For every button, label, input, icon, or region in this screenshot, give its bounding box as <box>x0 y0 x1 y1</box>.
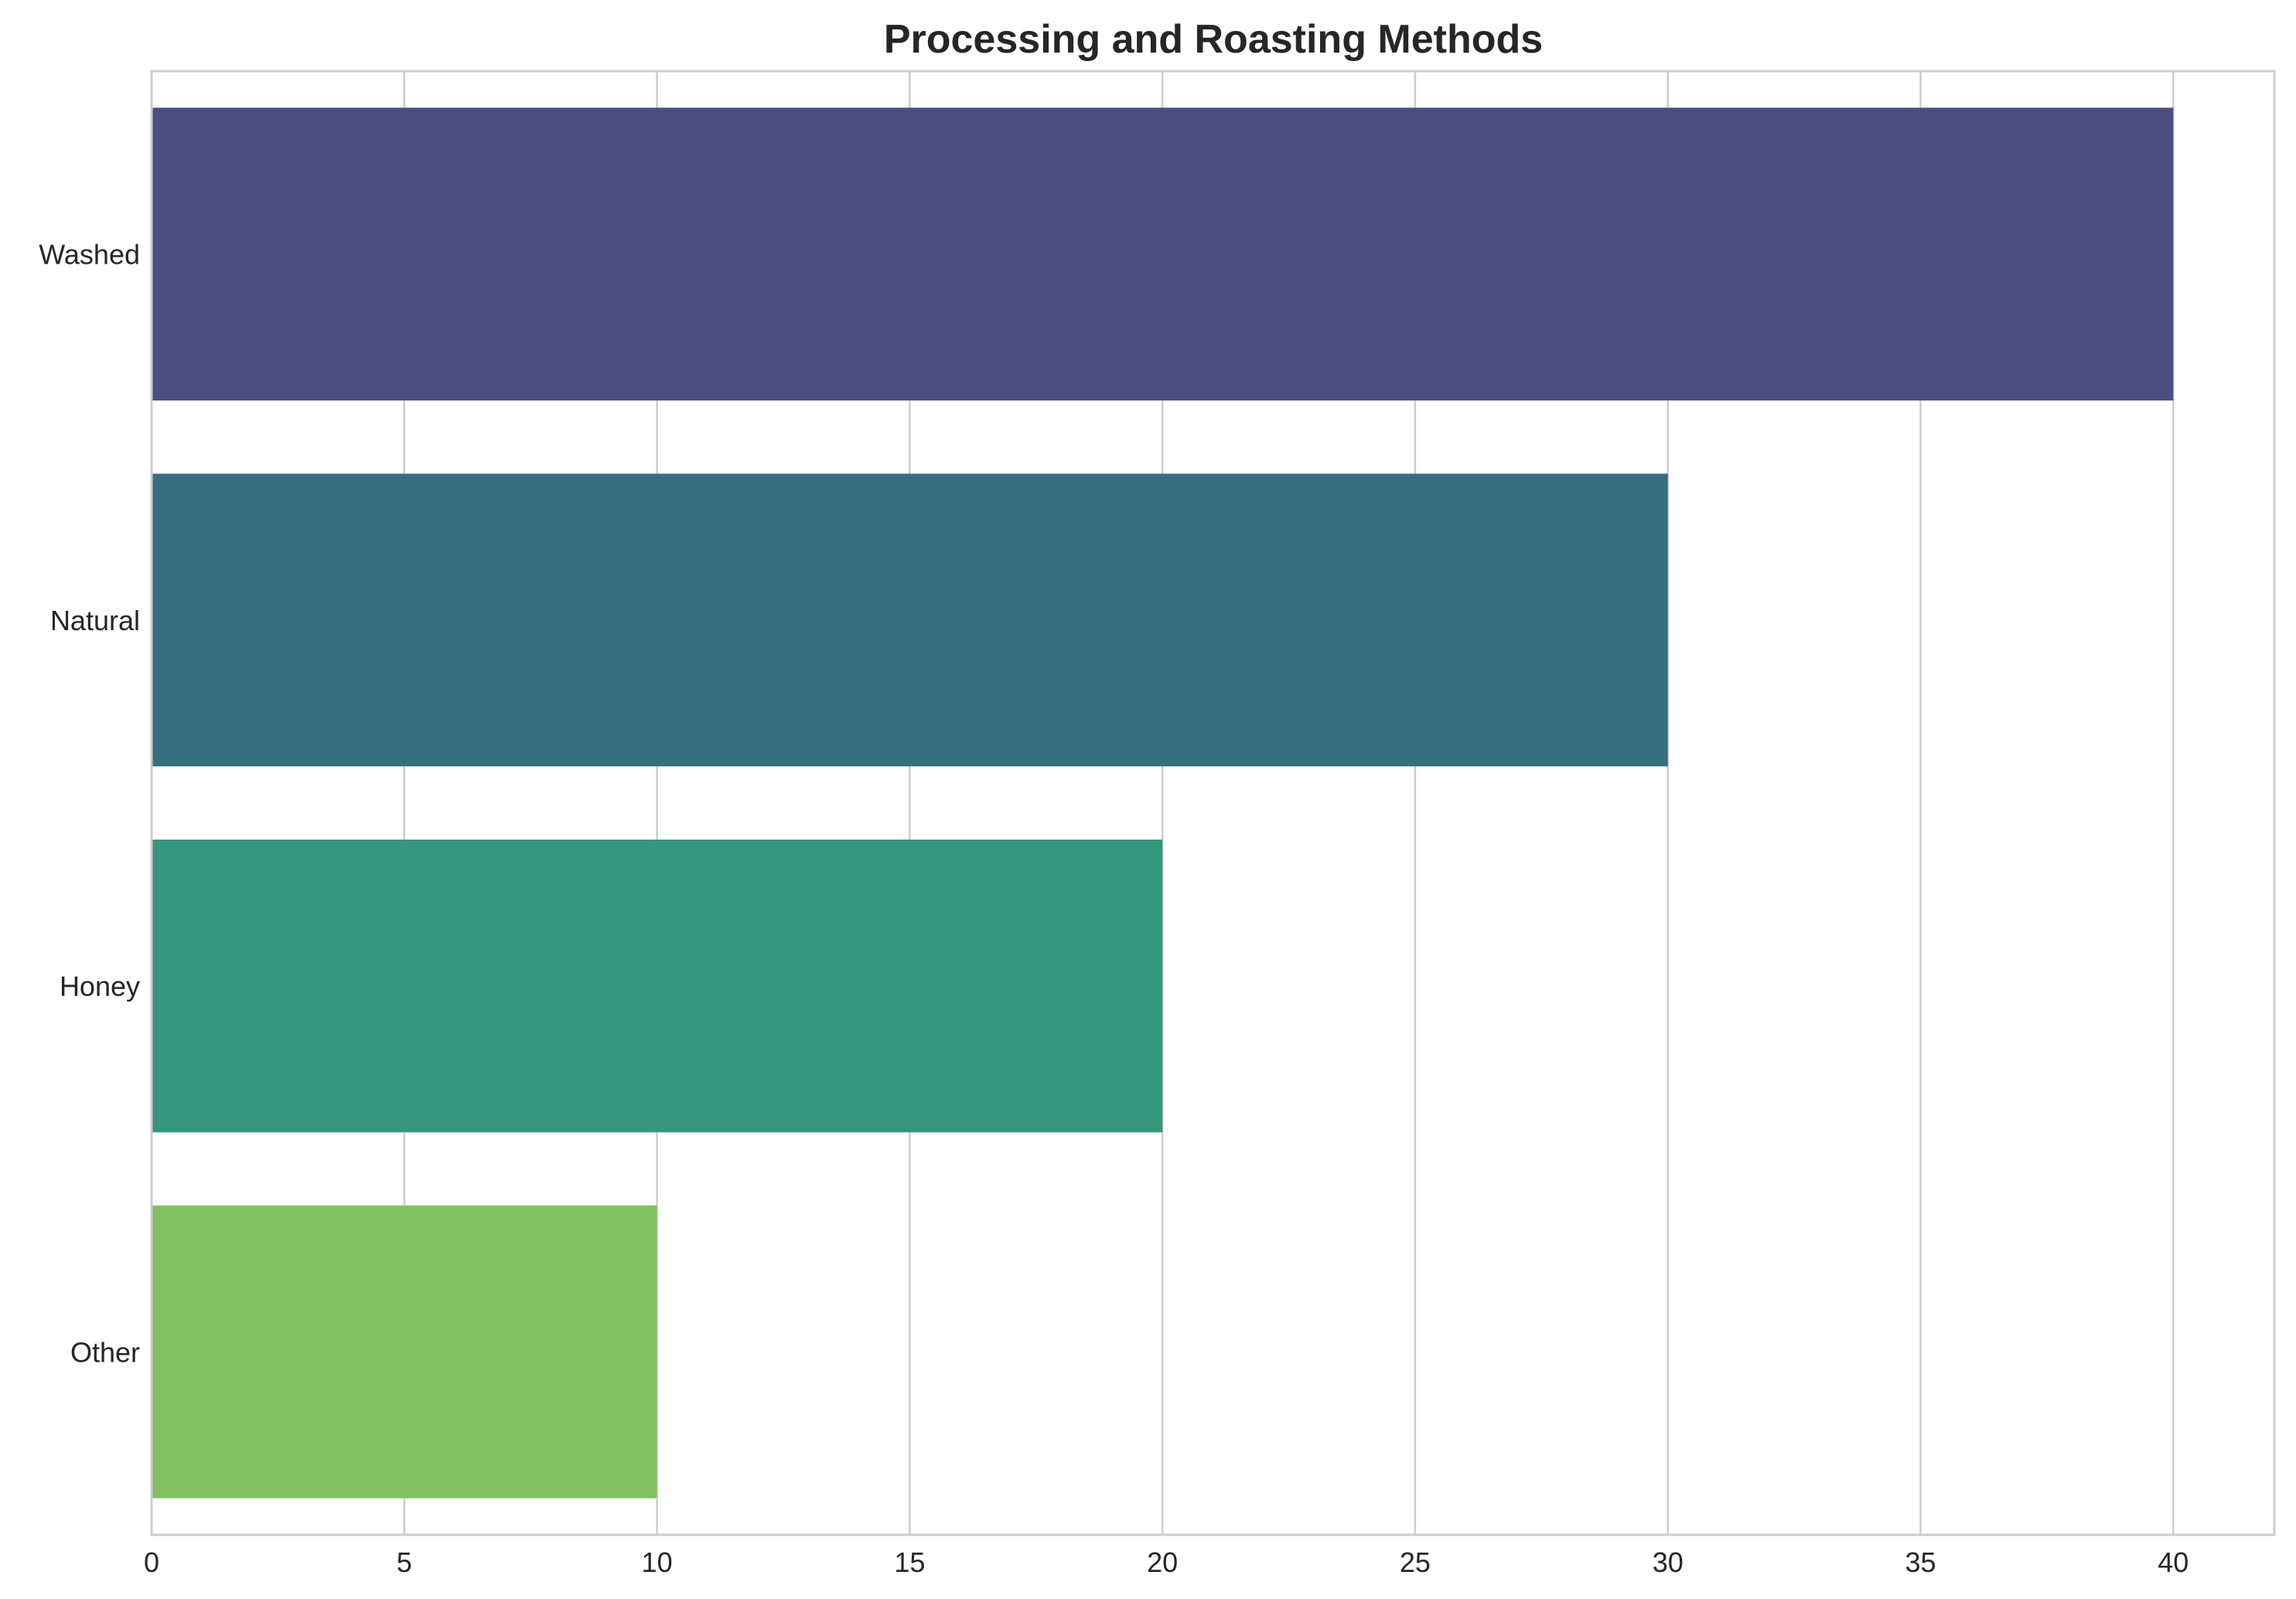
y-tick-label: Washed <box>39 239 140 271</box>
y-axis: Washed Natural Honey Other <box>39 239 140 1369</box>
x-tick-label: 10 <box>642 1546 673 1578</box>
x-tick-label: 30 <box>1653 1546 1684 1578</box>
x-tick-label: 15 <box>894 1546 925 1578</box>
x-tick-label: 0 <box>144 1546 159 1578</box>
x-tick-label: 25 <box>1400 1546 1431 1578</box>
x-tick-label: 5 <box>397 1546 412 1578</box>
bar-natural <box>152 473 1668 767</box>
x-tick-label: 20 <box>1147 1546 1178 1578</box>
x-axis: 0 5 10 15 20 25 30 35 40 <box>144 1546 2189 1578</box>
bar-honey <box>152 839 1163 1133</box>
bar-washed <box>152 107 2174 401</box>
chart-title: Processing and Roasting Methods <box>884 17 1543 62</box>
bar-other <box>152 1205 657 1498</box>
plot-frame <box>150 70 2276 1536</box>
bars <box>152 107 2174 1498</box>
y-tick-label: Natural <box>50 605 140 636</box>
y-tick-label: Other <box>70 1336 140 1368</box>
x-tick-label: 35 <box>1905 1546 1936 1578</box>
y-tick-label: Honey <box>60 970 140 1002</box>
x-tick-label: 40 <box>2158 1546 2189 1578</box>
